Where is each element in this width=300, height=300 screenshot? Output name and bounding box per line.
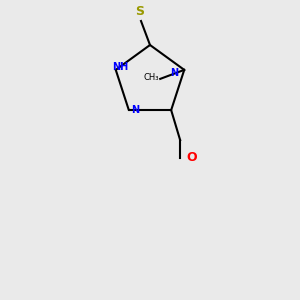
Text: N: N (131, 105, 139, 115)
Text: NH: NH (112, 62, 128, 72)
Text: S: S (135, 5, 144, 18)
Text: N: N (170, 68, 178, 78)
Text: CH₃: CH₃ (143, 74, 159, 82)
Text: O: O (186, 151, 197, 164)
